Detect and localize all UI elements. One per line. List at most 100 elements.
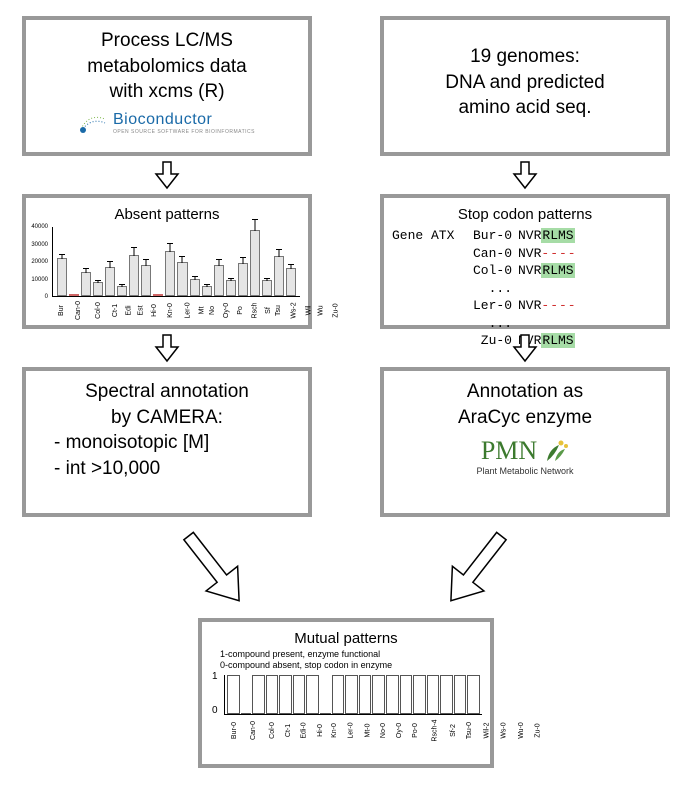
absent-xlabel: Edi <box>126 305 133 315</box>
alignment-row: Can-0NVR---- <box>392 245 658 263</box>
absent-xlabel: Bur <box>58 305 65 316</box>
box-absent-patterns: Absent patterns 010000200003000040000 Bu… <box>22 194 312 329</box>
mutual-bar <box>400 675 413 714</box>
absent-bar <box>141 265 151 296</box>
mutual-xlabel: Po-0 <box>412 723 419 738</box>
absent-bar <box>177 262 187 297</box>
mutual-bar <box>241 713 252 714</box>
absent-xlabel: Can-0 <box>75 301 82 320</box>
mutual-bar <box>293 675 306 714</box>
mutual-xlabel: Zu-0 <box>534 723 541 737</box>
absent-bar <box>286 268 296 296</box>
absent-bar <box>202 286 212 296</box>
arrow-diag-right <box>420 520 540 625</box>
genomes-l1: 19 genomes: <box>470 46 580 67</box>
mutual-xlabel: Edi-0 <box>301 722 308 738</box>
absent-xlabel: No <box>209 306 216 315</box>
absent-bar <box>129 255 139 296</box>
pmn-logo: PMN Plant Metabolic Network <box>392 436 658 476</box>
absent-bar <box>81 272 91 296</box>
absent-xlabel: Po <box>237 306 244 315</box>
mutual-bar <box>372 675 385 714</box>
absent-xlabel: Sf <box>264 307 271 314</box>
absent-bar <box>69 294 79 296</box>
box-stop-codon: Stop codon patterns Gene ATXBur-0NVRRLMS… <box>380 194 670 329</box>
absent-chart: 010000200003000040000 BurCan-0Col-0Ct-1E… <box>34 227 300 304</box>
mutual-bar <box>306 675 319 714</box>
bioconductor-logo: Bioconductor OPEN SOURCE SOFTWARE FOR BI… <box>34 109 300 137</box>
bioconductor-mark-icon <box>79 109 107 137</box>
mutual-xlabel: No-0 <box>380 723 387 738</box>
aracyc-l1: Annotation as <box>392 379 658 405</box>
absent-bar <box>274 256 284 296</box>
absent-xlabel: Mt <box>199 307 206 315</box>
mutual-xlabel: Wil-2 <box>483 722 490 738</box>
absent-bar <box>165 251 175 296</box>
mutual-bar <box>440 675 453 714</box>
mutual-xlabel: Kn-0 <box>331 723 338 738</box>
absent-title: Absent patterns <box>34 206 300 223</box>
camera-title: Spectral annotation <box>34 379 300 405</box>
absent-bar <box>57 258 67 296</box>
mutual-chart: 1 0 Bur-0Can-0Col-0Ct-1Edi-0Hi-0Kn-0Ler-… <box>210 675 482 722</box>
genomes-l2: DNA and predicted <box>445 72 605 93</box>
absent-xlabel: Tsu <box>275 305 282 316</box>
absent-xlabel: Kn-0 <box>167 303 174 318</box>
absent-xlabel: Zu-0 <box>332 303 339 317</box>
lcms-title: Process LC/MS metabolomics data with xcm… <box>34 28 300 105</box>
mutual-xlabel: Sf-2 <box>450 724 457 737</box>
mutual-xlabel: Rsch-4 <box>431 719 438 741</box>
mutual-bar <box>227 675 240 714</box>
absent-xlabel: Oy-0 <box>223 303 230 318</box>
alignment-row: ... <box>392 280 658 298</box>
absent-bar <box>262 280 272 296</box>
camera-l4: - int >10,000 <box>34 456 300 482</box>
mutual-xlabel: Ct-1 <box>285 723 292 736</box>
mutual-legend-2: 0-compound absent, stop codon in enzyme <box>220 660 392 670</box>
camera-l2: by CAMERA: <box>34 405 300 431</box>
lcms-l3: with xcms (R) <box>109 81 224 102</box>
alignment-row: Col-0NVRRLMS <box>392 262 658 280</box>
mutual-bar <box>386 675 399 714</box>
mutual-bar <box>279 675 292 714</box>
absent-xlabel: Hi-0 <box>151 304 158 317</box>
bioconductor-text: Bioconductor <box>113 111 212 129</box>
absent-bar <box>153 294 163 296</box>
mutual-xlabel: Ws-0 <box>500 722 507 738</box>
mutual-xlabel: Oy-0 <box>396 723 403 738</box>
mutual-legend-1: 1-compound present, enzyme functional <box>220 649 380 659</box>
mutual-xlabel: Mt-0 <box>364 723 371 737</box>
alignment-row: Ler-0NVR---- <box>392 297 658 315</box>
absent-yaxis: 010000200003000040000 <box>34 227 50 297</box>
mutual-title: Mutual patterns <box>210 630 482 647</box>
stopcodon-alignment: Gene ATXBur-0NVRRLMSCan-0NVR----Col-0NVR… <box>392 227 658 350</box>
absent-bar <box>226 280 236 296</box>
mutual-xlabel: Col-0 <box>269 722 276 739</box>
absent-bar <box>105 267 115 296</box>
box-camera: Spectral annotation by CAMERA: - monoiso… <box>22 367 312 517</box>
absent-xlabel: Col-0 <box>95 302 102 319</box>
aracyc-l2: AraCyc enzyme <box>392 405 658 431</box>
mutual-xlabel: Tsu-0 <box>466 722 473 739</box>
absent-bar <box>214 265 224 296</box>
arrow-2-right <box>510 333 540 363</box>
mutual-y0: 0 <box>212 705 218 716</box>
box-aracyc: Annotation as AraCyc enzyme PMN Plant Me… <box>380 367 670 517</box>
alignment-row: Gene ATXBur-0NVRRLMS <box>392 227 658 245</box>
alignment-row: ... <box>392 315 658 333</box>
camera-l3: - monoisotopic [M] <box>34 430 300 456</box>
mutual-bar <box>413 675 426 714</box>
bioconductor-sub: OPEN SOURCE SOFTWARE FOR BIOINFORMATICS <box>113 129 255 135</box>
pmn-text: PMN <box>481 436 537 466</box>
mutual-xlabel: Can-0 <box>250 721 257 740</box>
mutual-y1: 1 <box>212 671 218 682</box>
absent-xlabel: Ws-2 <box>291 302 298 318</box>
arrow-2-left <box>152 333 182 363</box>
stopcodon-title: Stop codon patterns <box>392 206 658 223</box>
absent-xlabel: Wil <box>306 306 313 316</box>
absent-bar <box>117 286 127 296</box>
genomes-title: 19 genomes: DNA and predicted amino acid… <box>392 44 658 121</box>
mutual-bar <box>345 675 358 714</box>
pmn-leaf-icon <box>541 439 569 463</box>
box-mutual: Mutual patterns 1-compound present, enzy… <box>198 618 494 768</box>
